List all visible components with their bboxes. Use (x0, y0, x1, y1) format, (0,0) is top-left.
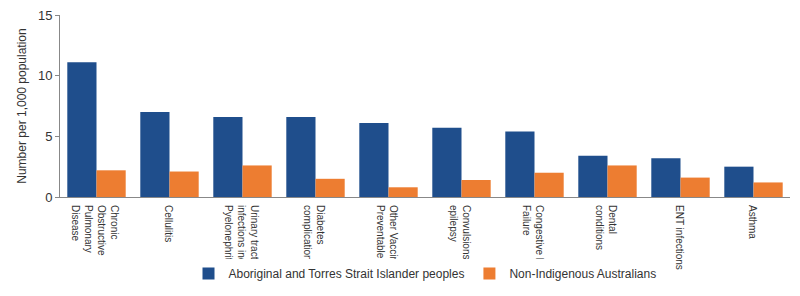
html-text:Convulsions and: Convulsions and (461, 205, 472, 279)
html-text:epilepsy: epilepsy (448, 205, 459, 242)
html-text:Congestive Heart: Congestive Heart (534, 205, 545, 283)
svg-text:ChronicObstructivePulmonaryDis: ChronicObstructivePulmonaryDisease (70, 205, 120, 256)
svg-text:Aboriginal and Torres Strait I: Aboriginal and Torres Strait Islander pe… (229, 267, 465, 281)
svg-text:Diabetescomplications: Diabetescomplications (302, 205, 326, 266)
svg-text:15: 15 (38, 8, 52, 23)
svg-text:5: 5 (45, 129, 52, 144)
svg-text:Cellulitis: Cellulitis (163, 205, 174, 242)
svg-text:Other VaccinePreventable: Other VaccinePreventable (375, 205, 399, 268)
svg-text:ENT infections: ENT infections (674, 205, 685, 270)
svg-text:Dentalconditions: Dentalconditions (594, 205, 618, 250)
svg-text:10: 10 (38, 68, 52, 83)
svg-text:0: 0 (45, 190, 52, 205)
svg-text:Urinary tractinfections incl.P: Urinary tractinfections incl.Pyelonephri… (223, 205, 260, 268)
svg-text:Asthma: Asthma (747, 205, 758, 239)
html-text:Failure: Failure (521, 205, 532, 236)
svg-text:Number per 1,000 population: Number per 1,000 population (15, 28, 29, 183)
svg-text:Non-Indigenous Australians: Non-Indigenous Australians (509, 267, 656, 281)
